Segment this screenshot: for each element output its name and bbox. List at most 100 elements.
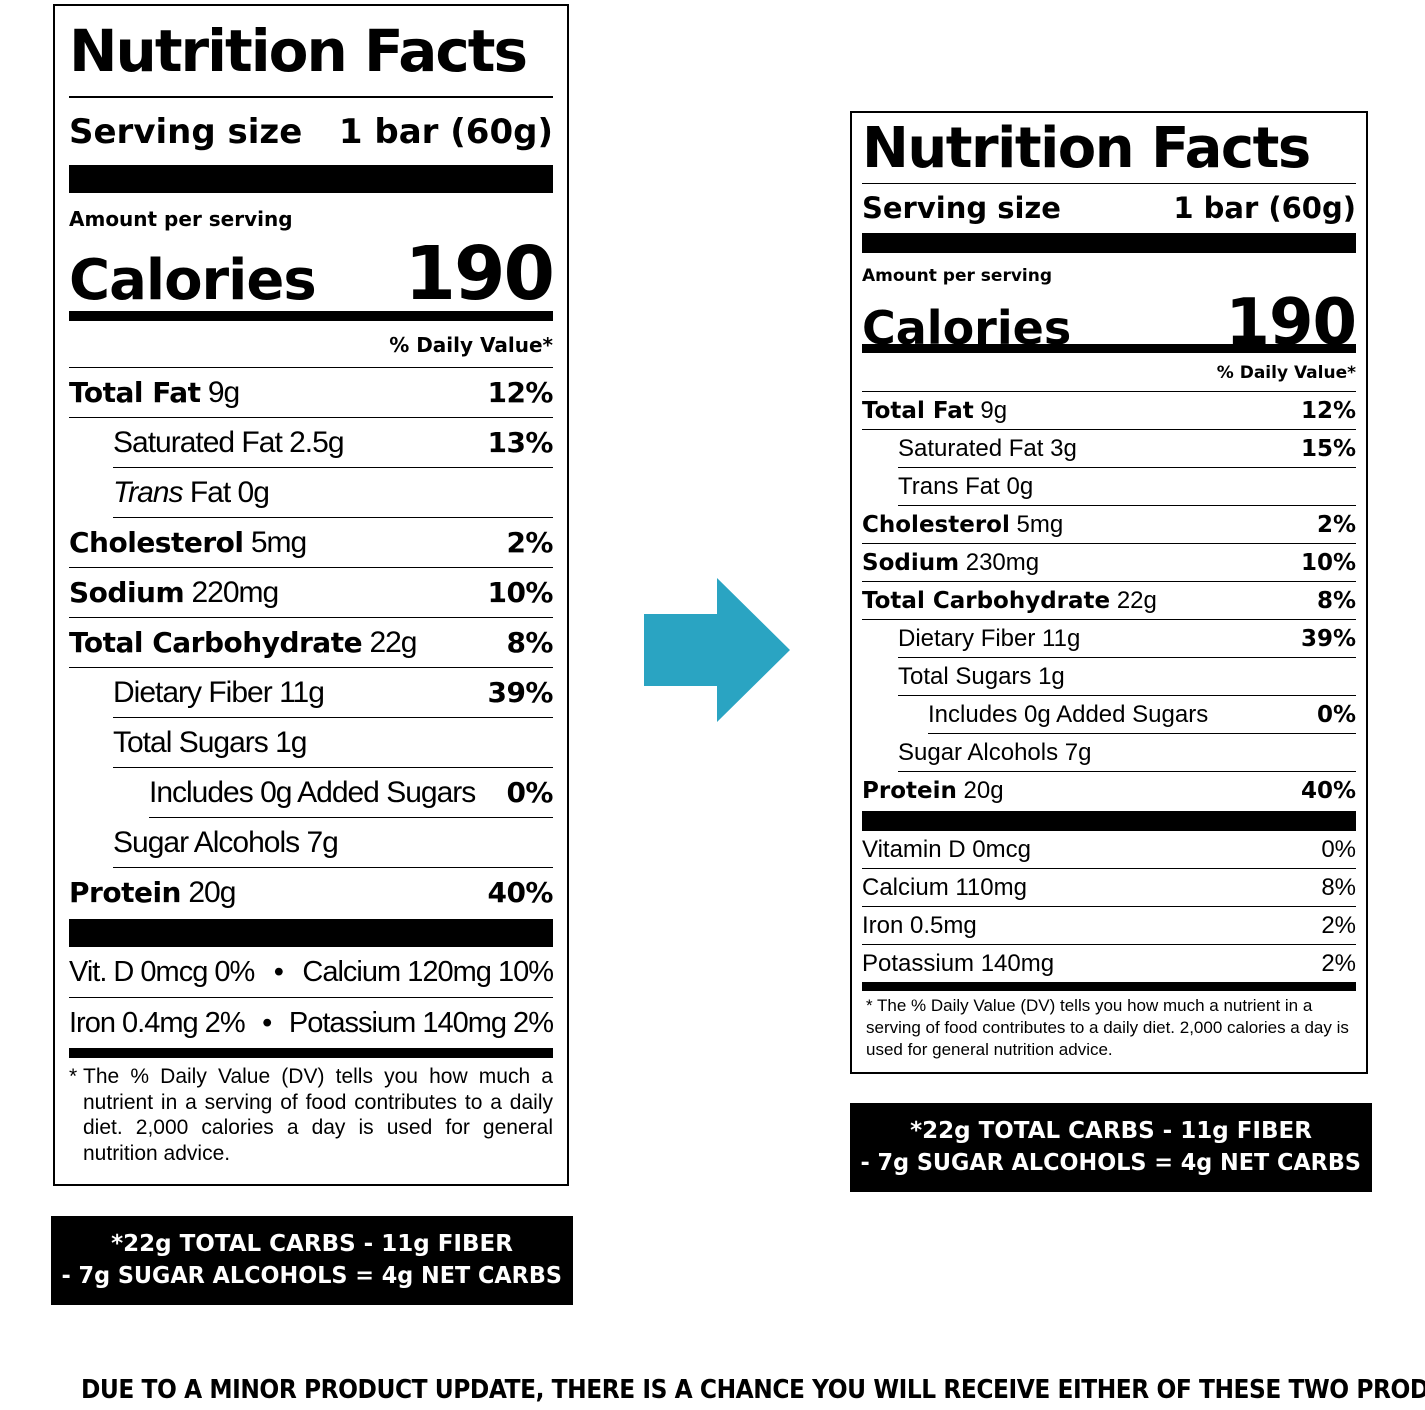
medium-divider <box>69 1048 553 1058</box>
notice-text: DUE TO A MINOR PRODUCT UPDATE, THERE IS … <box>80 1375 1425 1405</box>
nutrient-row-cholesterol: Cholesterol 5mg 2% <box>69 518 553 568</box>
calories-label: Calories <box>69 248 317 313</box>
thick-divider <box>862 233 1356 253</box>
nutrient-row-protein: Protein 20g 40% <box>862 772 1356 809</box>
serving-size-row: Serving size 1 bar (60g) <box>862 188 1356 228</box>
nutrient-name: Trans Fat <box>898 472 1000 500</box>
nutrient-name: Saturated Fat <box>898 434 1044 462</box>
nutrient-name: Total Sugars <box>898 662 1032 690</box>
nutrient-dv: 12% <box>487 376 553 409</box>
nutrient-row-saturated-fat: Saturated Fat 3g 15% <box>898 430 1356 468</box>
nutrient-name: Protein <box>862 777 957 804</box>
vitamin-left: Vit. D 0mcg 0% <box>69 955 255 988</box>
nutrient-name: Total Sugars <box>113 725 269 759</box>
calories-value: 190 <box>404 231 555 317</box>
divider <box>69 96 553 98</box>
nutrient-row-sodium: Sodium 230mg 10% <box>862 544 1356 582</box>
nutrient-amount: 9g <box>980 396 1008 424</box>
vitamin-row: Vit. D 0mcg 0% • Calcium 120mg 10% <box>69 947 554 998</box>
daily-value-header: % Daily Value* <box>69 321 553 368</box>
nutrient-row-sugar-alcohols: Sugar Alcohols 7g <box>898 734 1356 772</box>
vitamin-name: Calcium 110mg <box>862 873 1027 901</box>
product-update-notice: DUE TO A MINOR PRODUCT UPDATE, THERE IS … <box>0 1370 1425 1410</box>
nutrient-row-total-fat: Total Fat 9g 12% <box>862 392 1356 430</box>
net-carbs-box-old: *22g TOTAL CARBS - 11g FIBER - 7g SUGAR … <box>51 1216 573 1305</box>
nutrient-row-protein: Protein 20g 40% <box>69 868 553 917</box>
vitamin-dv: 0% <box>1321 835 1356 863</box>
thick-divider <box>862 811 1356 831</box>
nutrient-dv: 40% <box>487 876 553 909</box>
serving-size-row: Serving size 1 bar (60g) <box>69 110 553 154</box>
serving-size-value: 1 bar (60g) <box>338 112 553 152</box>
nutrition-label-new: Nutrition Facts Serving size 1 bar (60g)… <box>850 111 1368 1074</box>
footnote: * The % Daily Value (DV) tells you how m… <box>866 996 1349 1059</box>
nutrient-row-added-sugars: Includes 0g Added Sugars 0% <box>149 768 553 818</box>
nutrient-amount: 0g <box>237 475 270 509</box>
nutrient-name: Sugar Alcohols <box>898 738 1059 766</box>
vitamin-name: Potassium 140mg <box>862 949 1055 977</box>
nutrient-name: Total Fat <box>862 397 974 424</box>
nutrient-dv: 40% <box>1300 777 1356 804</box>
nutrient-dv: 39% <box>487 676 553 709</box>
nutrient-amount: 3g <box>1050 434 1077 462</box>
nutrient-dv: 10% <box>487 576 553 609</box>
calories-row: Calories 190 <box>69 231 555 317</box>
vitamin-left: Iron 0.4mg 2% <box>69 1006 246 1039</box>
nutrient-dv: 2% <box>506 526 553 559</box>
calories-value: 190 <box>1225 286 1357 360</box>
nutrient-name: Sodium <box>69 575 185 609</box>
serving-size-label: Serving size <box>862 191 1061 225</box>
nutrient-amount: 9g <box>207 375 240 409</box>
thick-divider <box>69 919 553 947</box>
vitamin-row-potassium: Potassium 140mg 2% <box>862 945 1356 982</box>
nutrient-name: Cholesterol <box>69 525 244 559</box>
nutrient-row-total-sugars: Total Sugars 1g <box>113 718 553 768</box>
nutrient-name: Sodium <box>862 549 960 576</box>
nutrient-dv: 10% <box>1300 549 1356 576</box>
net-carbs-line1: *22g TOTAL CARBS - 11g FIBER <box>850 1115 1372 1147</box>
net-carbs-line2: - 7g SUGAR ALCOHOLS = 4g NET CARBS <box>51 1260 573 1292</box>
nutrient-name: Includes 0g Added Sugars <box>149 775 476 809</box>
footnote-star: * <box>69 1065 78 1088</box>
nutrient-name-italic: Trans <box>113 475 183 509</box>
nutrient-name: Sugar Alcohols <box>113 825 300 859</box>
divider <box>862 183 1356 184</box>
nutrient-dv: 8% <box>1316 587 1356 614</box>
vitamin-row-calcium: Calcium 110mg 8% <box>862 869 1356 907</box>
nutrient-dv: 0% <box>506 776 553 809</box>
nutrient-amount: 1g <box>1038 662 1065 690</box>
nutrient-name: Fat <box>189 475 231 509</box>
nutrient-amount: 230mg <box>965 548 1040 576</box>
nutrient-amount: 20g <box>188 875 236 909</box>
nutrient-row-sodium: Sodium 220mg 10% <box>69 568 553 618</box>
amount-per-serving: Amount per serving <box>862 266 1053 286</box>
label-title: Nutrition Facts <box>862 116 1311 181</box>
nutrient-row-sugar-alcohols: Sugar Alcohols 7g <box>113 818 553 868</box>
nutrient-amount: 7g <box>306 825 338 859</box>
vitamin-dv: 8% <box>1321 873 1356 901</box>
calories-label: Calories <box>862 301 1072 355</box>
net-carbs-text: - 7g SUGAR ALCOHOLS = 4g NET CARBS <box>860 1150 1362 1176</box>
nutrient-row-dietary-fiber: Dietary Fiber 11g 39% <box>898 620 1356 658</box>
bullet: • <box>273 955 284 988</box>
right-arrow-icon <box>644 578 790 722</box>
nutrient-amount: 22g <box>1116 586 1157 614</box>
label-title: Nutrition Facts <box>69 17 528 85</box>
footnote-text: The % Daily Value (DV) tells you how muc… <box>83 1065 553 1165</box>
nutrient-amount: 2.5g <box>289 425 344 459</box>
medium-divider <box>862 982 1356 991</box>
nutrient-dv: 0% <box>1316 701 1356 728</box>
nutrient-name: Protein <box>69 875 181 909</box>
nutrition-label-old: Nutrition Facts Serving size 1 bar (60g)… <box>53 4 569 1186</box>
vitamin-name: Vitamin D 0mcg <box>862 835 1031 863</box>
net-carbs-line2: - 7g SUGAR ALCOHOLS = 4g NET CARBS <box>850 1147 1372 1179</box>
nutrient-row-trans-fat: Trans Fat 0g <box>113 468 553 518</box>
nutrient-amount: 22g <box>369 625 417 659</box>
net-carbs-text: *22g TOTAL CARBS - 11g FIBER <box>910 1118 1312 1144</box>
nutrient-dv: 8% <box>506 626 553 659</box>
nutrient-amount: 5mg <box>1016 510 1064 538</box>
footnote: * The % Daily Value (DV) tells you how m… <box>69 1064 553 1166</box>
vitamin-dv: 2% <box>1321 911 1356 939</box>
medium-divider <box>862 344 1356 353</box>
nutrient-amount: 7g <box>1064 738 1092 766</box>
